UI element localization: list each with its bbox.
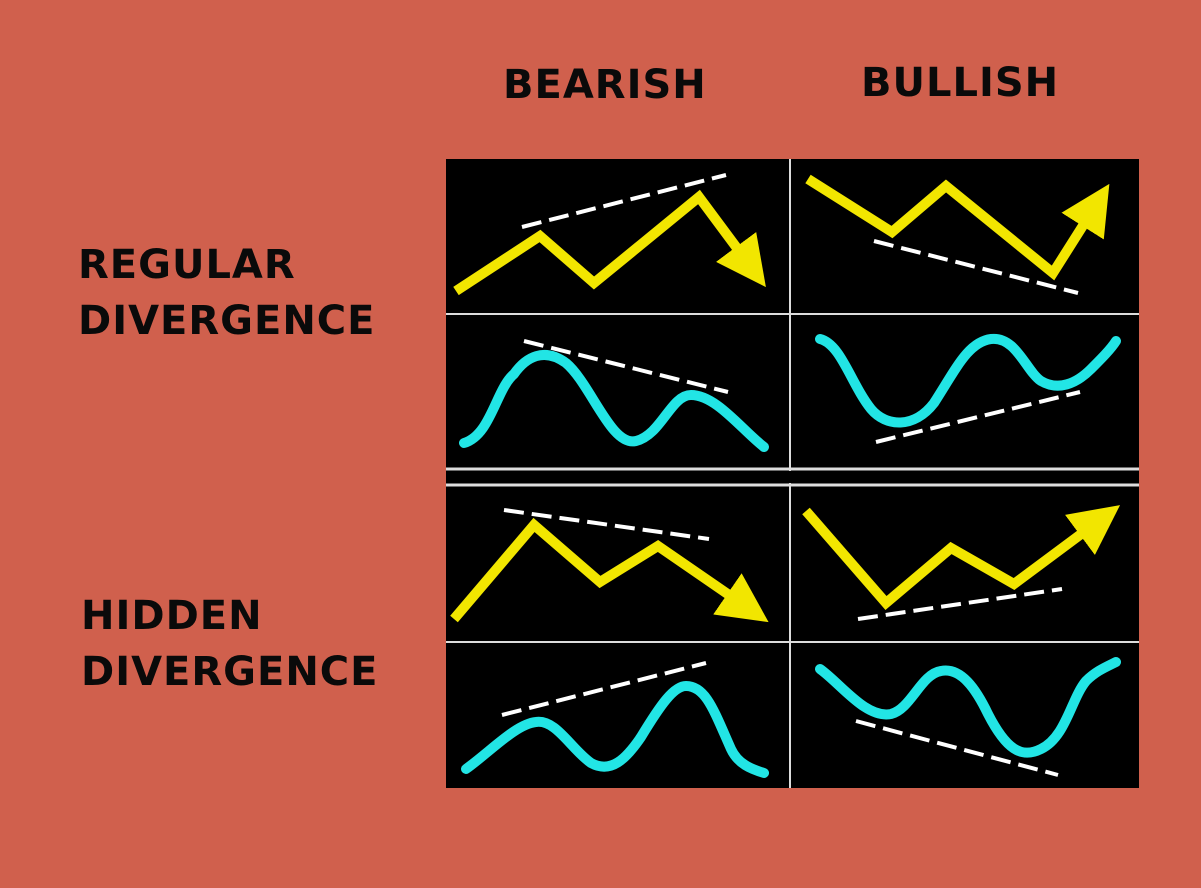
divergence-grid-svg bbox=[446, 159, 1139, 788]
hidden-bearish-oscillator-panel bbox=[461, 661, 769, 778]
price-line bbox=[450, 517, 769, 623]
hidden-bearish-price-panel bbox=[450, 508, 769, 623]
regular-bullish-oscillator-panel bbox=[815, 333, 1121, 444]
column-header-bullish: BULLISH bbox=[861, 60, 1060, 106]
column-header-bearish: BEARISH bbox=[503, 62, 707, 108]
trend-line bbox=[501, 661, 707, 717]
regular-bearish-oscillator-panel bbox=[459, 339, 769, 452]
regular-bearish-price-panel bbox=[453, 173, 766, 296]
oscillator-line bbox=[461, 680, 769, 778]
row-header-hidden-divergence: HIDDEN DIVERGENCE bbox=[81, 588, 378, 700]
price-line bbox=[805, 174, 1110, 281]
trend-line bbox=[875, 390, 1081, 444]
trend-line bbox=[855, 719, 1059, 777]
row-header-line: DIVERGENCE bbox=[78, 298, 376, 344]
hidden-bullish-oscillator-panel bbox=[815, 657, 1121, 777]
row-header-line: REGULAR bbox=[78, 242, 296, 288]
divergence-grid bbox=[446, 159, 1139, 788]
trend-line bbox=[521, 173, 727, 229]
row-header-regular-divergence: REGULAR DIVERGENCE bbox=[78, 237, 375, 349]
trend-line bbox=[523, 339, 729, 394]
regular-bullish-price-panel bbox=[805, 174, 1110, 295]
row-header-line: DIVERGENCE bbox=[81, 649, 379, 695]
oscillator-line bbox=[815, 657, 1121, 758]
trend-line bbox=[857, 587, 1063, 621]
row-header-line: HIDDEN bbox=[81, 593, 263, 639]
hidden-bullish-price-panel bbox=[802, 505, 1121, 621]
trend-line bbox=[503, 508, 710, 541]
trend-line bbox=[873, 239, 1079, 295]
section-gap bbox=[446, 471, 1139, 483]
oscillator-line bbox=[459, 349, 769, 452]
price-line bbox=[453, 189, 766, 296]
price-line bbox=[802, 505, 1121, 611]
oscillator-line bbox=[815, 333, 1121, 428]
